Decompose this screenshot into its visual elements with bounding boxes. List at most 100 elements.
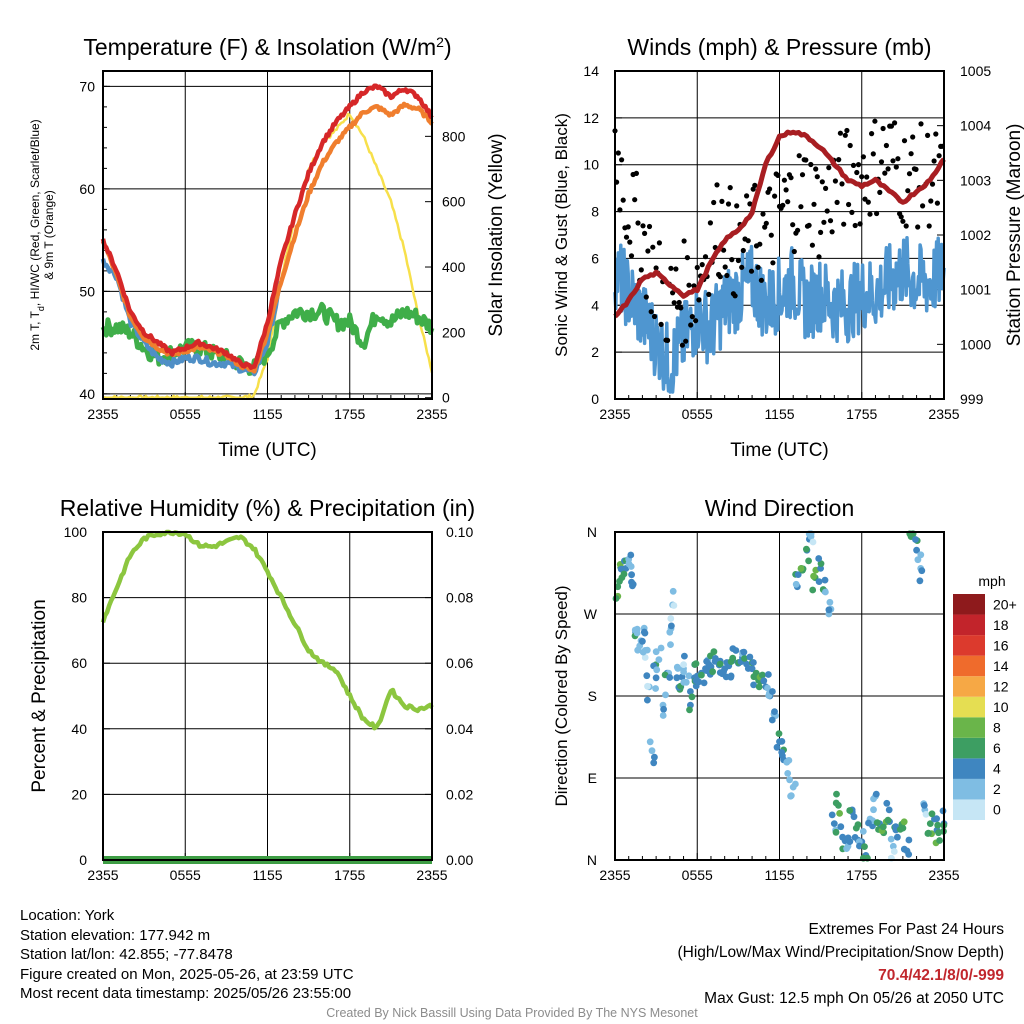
gust-point <box>681 238 687 244</box>
gust-point <box>696 297 702 303</box>
direction-point <box>750 681 757 689</box>
gust-point <box>839 181 845 187</box>
x-axis-label: Time (UTC) <box>730 440 829 461</box>
colorbar-swatch <box>953 737 985 759</box>
direction-point <box>768 716 776 724</box>
gust-point <box>619 157 625 163</box>
direction-point <box>660 705 667 713</box>
direction-point <box>794 571 802 578</box>
colorbar-label: 14 <box>993 658 1009 674</box>
colorbar-label: 4 <box>993 761 1001 777</box>
x-tick-label: 1755 <box>334 406 365 422</box>
y2-tick-label: 0.08 <box>446 590 473 606</box>
gust-point <box>827 218 834 224</box>
series-line <box>100 101 434 374</box>
extremes-panel: Extremes For Past 24 Hours (High/Low/Max… <box>678 918 1005 1010</box>
x-tick-label: 1155 <box>764 406 794 422</box>
direction-point <box>633 629 641 637</box>
direction-point <box>652 648 660 656</box>
gust-point <box>915 224 921 230</box>
gust-point <box>846 201 852 208</box>
direction-point <box>809 538 817 546</box>
gust-point <box>854 169 860 176</box>
direction-point <box>644 696 651 704</box>
gust-point <box>890 158 896 164</box>
gust-point <box>642 230 648 236</box>
subscript-d: d <box>36 306 46 311</box>
direction-point <box>673 674 681 682</box>
panel-2: Winds (mph) & Pressure (mb) 2355 0555 1155 1… <box>552 34 1024 461</box>
direction-point <box>850 813 858 821</box>
latest-timestamp: Most recent data timestamp: 2025/05/26 2… <box>20 985 352 1002</box>
gust-point <box>870 151 876 157</box>
gust-point <box>763 220 769 226</box>
colorbar-swatch <box>953 758 985 779</box>
y2-tick-label: 0.04 <box>446 721 473 737</box>
station-location: Location: York <box>20 907 115 924</box>
direction-point <box>917 551 925 559</box>
gust-point <box>895 156 901 162</box>
gust-point <box>673 266 679 272</box>
direction-point <box>792 780 799 788</box>
gust-point <box>734 203 740 209</box>
y-tick-label: 10 <box>583 157 599 173</box>
direction-point <box>854 821 862 829</box>
gust-point <box>809 242 816 248</box>
gust-point <box>934 200 941 206</box>
station-latlon: Station lat/lon: 42.855; -77.8478 <box>20 946 233 963</box>
panel-title: Winds (mph) & Pressure (mb) <box>627 34 931 60</box>
gust-point <box>908 151 914 157</box>
gust-point <box>928 198 934 204</box>
direction-point <box>685 672 693 680</box>
direction-point <box>872 790 880 798</box>
direction-point <box>837 823 845 831</box>
gust-point <box>768 232 774 238</box>
direction-point <box>920 802 928 809</box>
colorbar-label: 18 <box>993 617 1009 633</box>
gust-point <box>643 294 649 300</box>
gust-point <box>617 207 623 213</box>
gust-point <box>620 197 626 203</box>
direction-point <box>885 806 893 814</box>
gust-point <box>693 318 699 324</box>
gust-point <box>688 322 694 328</box>
y-tick-label: 100 <box>64 524 88 540</box>
y2-tick-label: 1005 <box>960 63 991 79</box>
gust-point <box>790 222 796 228</box>
gust-point <box>795 227 801 233</box>
gust-point <box>806 222 812 228</box>
direction-point <box>833 790 840 798</box>
gust-point <box>707 220 714 226</box>
gust-point <box>892 120 898 126</box>
gust-point <box>740 247 746 254</box>
direction-point <box>836 810 843 817</box>
direction-point <box>643 672 651 680</box>
gust-point <box>665 337 671 343</box>
gust-point <box>877 189 883 195</box>
extremes-values: 70.4/42.1/8/0/-999 <box>878 967 1004 984</box>
direction-point <box>648 747 656 755</box>
y2-tick-label: 0.06 <box>446 655 473 671</box>
direction-point <box>883 799 891 807</box>
gust-point <box>926 223 932 229</box>
direction-point <box>652 685 659 692</box>
colorbar-swatch <box>953 696 985 718</box>
gust-point <box>832 178 839 184</box>
gust-point <box>808 161 814 168</box>
gust-point <box>857 221 863 227</box>
series-line-rh <box>100 529 434 731</box>
gust-point <box>770 260 776 266</box>
direction-point <box>651 753 658 761</box>
colorbar-label: 10 <box>993 699 1009 715</box>
gust-point <box>658 321 664 327</box>
gust-point <box>859 174 865 180</box>
gust-point <box>646 223 653 230</box>
gust-point <box>645 248 651 254</box>
direction-point <box>639 637 646 645</box>
direction-point <box>905 836 913 844</box>
direction-point <box>785 757 793 764</box>
direction-point <box>620 570 628 578</box>
gust-point <box>888 123 895 129</box>
x-tick-label: 2355 <box>416 406 447 422</box>
plot-frame <box>102 70 433 400</box>
